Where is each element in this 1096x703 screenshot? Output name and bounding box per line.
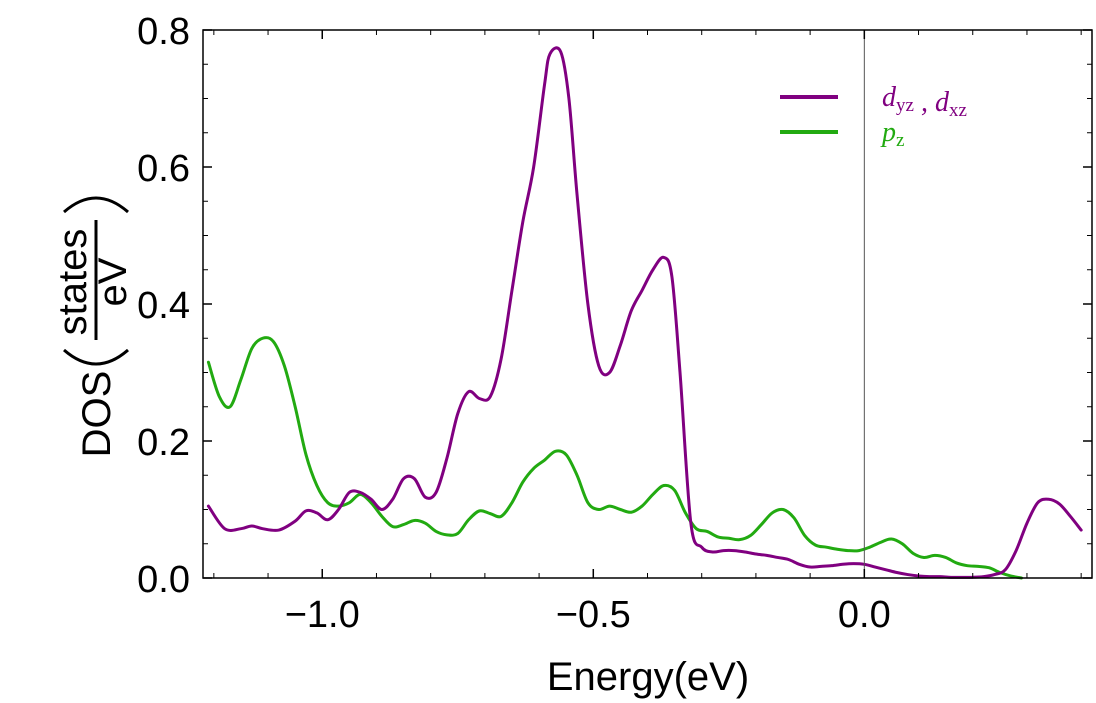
legend-label: dyz , dxz — [882, 82, 967, 121]
y-axis-title-denominator: eV — [91, 257, 135, 306]
x-axis-title: Energy(eV) — [547, 655, 749, 699]
series-layer — [206, 46, 1083, 580]
y-tick-label: 0.0 — [137, 559, 190, 601]
x-tick-label: −0.5 — [556, 594, 631, 636]
y-axis-title-right-paren — [63, 196, 129, 214]
x-tick-label: 0.0 — [838, 594, 891, 636]
y-axis-title: DOS states eV — [51, 196, 135, 458]
x-tick-label: −1.0 — [285, 594, 360, 636]
y-axis-title-prefix: DOS — [75, 371, 119, 458]
y-tick-label: 0.6 — [137, 148, 190, 190]
y-axis-title-left-paren — [63, 348, 129, 366]
y-tick-label: 0.8 — [137, 11, 190, 53]
legend-label: pz — [880, 117, 904, 151]
ticks-layer: −1.0 −0.5 0.0 0.0 0.2 0.4 0.6 0.8 — [137, 11, 1092, 636]
series-line-pz — [206, 336, 1024, 580]
y-tick-label: 0.4 — [137, 285, 190, 327]
y-tick-label: 0.2 — [137, 422, 190, 464]
series-line-d-orbitals — [206, 46, 1083, 579]
y-axis-title-numerator: states — [51, 229, 95, 336]
